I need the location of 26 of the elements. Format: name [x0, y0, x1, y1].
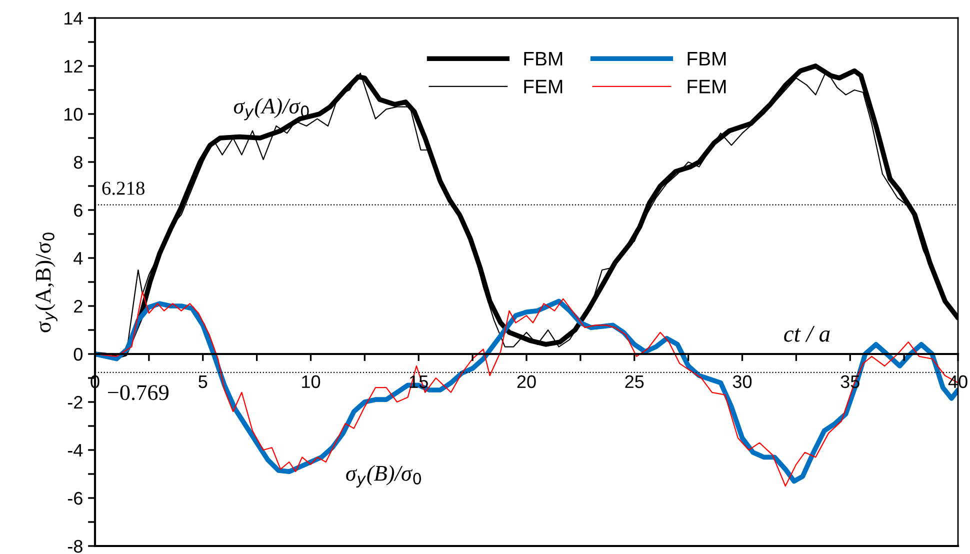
x-axis-title: ct / a [784, 326, 830, 342]
annotation: σ$_{y}$(B)/σ$_{0}$ [346, 465, 422, 488]
legend-label: FBM [688, 52, 726, 66]
y-tick-label: 6 [74, 204, 82, 217]
y-tick-label: 0 [74, 348, 82, 361]
y-tick-label: 2 [74, 300, 82, 313]
y-tick-label: -2 [68, 396, 82, 409]
x-tick-label: 10 [302, 375, 320, 388]
y-tick-label: 8 [74, 156, 82, 169]
x-tick-label: 30 [732, 375, 752, 388]
y-axis-title: σ$_{y}$(A,B)/σ$_{0}$ [35, 232, 58, 332]
x-tick-label: 25 [625, 375, 644, 388]
legend-label: FEM [524, 80, 562, 94]
x-tick-label: 20 [517, 375, 536, 388]
y-tick-label: -6 [68, 492, 82, 505]
ref-line-label: −0.769 [108, 385, 168, 400]
y-tick-label: 10 [64, 108, 82, 121]
x-tick-label: 5 [198, 375, 208, 388]
y-tick-label: 4 [74, 252, 83, 265]
legend-label: FBM [524, 52, 562, 66]
y-tick-label: 14 [64, 12, 83, 25]
legend-label: FEM [688, 80, 726, 94]
y-tick-label: -8 [68, 540, 82, 553]
y-tick-label: -4 [68, 444, 83, 457]
ref-line-label: 6.218 [102, 182, 144, 195]
y-tick-label: 12 [64, 60, 82, 73]
